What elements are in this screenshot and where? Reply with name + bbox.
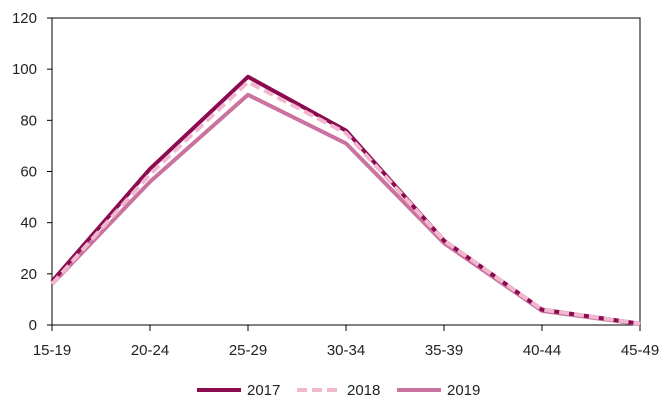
x-axis: 15-19 20-24 25-29 30-34 35-39 40-44 45-49 (33, 325, 659, 359)
y-tick-label: 80 (20, 112, 37, 129)
legend: 2017 2018 2019 (197, 382, 480, 399)
y-tick-label: 100 (12, 61, 37, 78)
x-tick-label: 45-49 (621, 342, 659, 359)
x-tick-label: 15-19 (33, 342, 71, 359)
legend-label-2017: 2017 (247, 382, 280, 399)
series-lines (50, 74, 641, 327)
y-tick-label: 120 (12, 10, 37, 27)
y-tick-label: 60 (20, 164, 37, 181)
x-tick-label: 35-39 (425, 342, 463, 359)
series-line-2018 (50, 80, 641, 326)
legend-label-2019: 2019 (447, 382, 480, 399)
y-tick-label: 0 (29, 317, 37, 334)
y-tick-label: 40 (20, 215, 37, 232)
plot-frame (51, 17, 641, 326)
series-line-2017 (50, 74, 641, 326)
x-tick-label: 20-24 (131, 342, 169, 359)
y-axis: 0 20 40 60 80 100 120 (12, 10, 641, 334)
x-tick-label: 25-29 (229, 342, 267, 359)
legend-label-2018: 2018 (347, 382, 380, 399)
x-tick-label: 30-34 (327, 342, 365, 359)
y-tick-label: 20 (20, 266, 37, 283)
x-tick-label: 40-44 (523, 342, 561, 359)
